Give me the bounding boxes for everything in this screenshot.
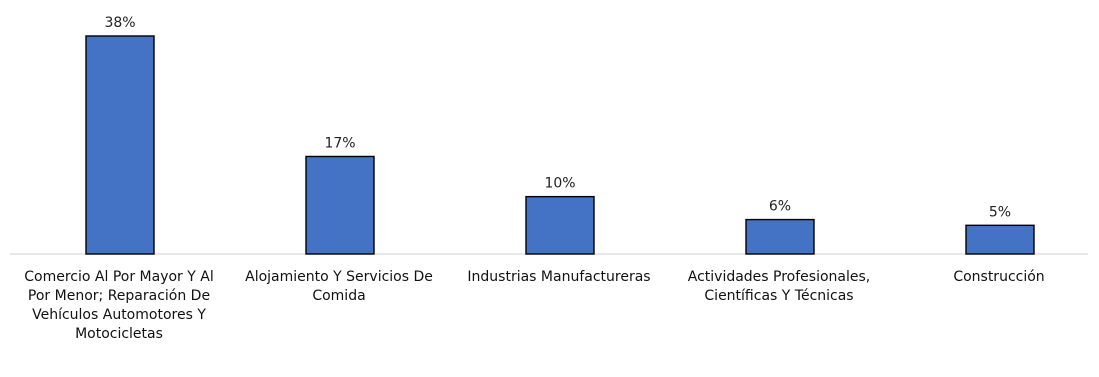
bar-3	[525, 195, 595, 255]
bar-2	[305, 155, 375, 255]
data-label-1: 38%	[104, 15, 135, 31]
bar-1	[85, 35, 155, 255]
bar-5	[965, 224, 1035, 255]
bar-4	[745, 218, 815, 255]
data-label-5: 5%	[989, 204, 1011, 220]
category-label-comercio: Comercio Al Por Mayor Y Al Por Menor; Re…	[24, 269, 214, 342]
category-label-actividades: Actividades Profesionales, Científicas Y…	[687, 269, 871, 304]
data-label-4: 6%	[769, 199, 791, 215]
category-label-alojamiento: Alojamiento Y Servicios De Comida	[245, 269, 433, 304]
category-label-construccion: Construcción	[953, 269, 1045, 285]
data-labels: 38% 17% 10% 6% 5%	[104, 15, 1011, 220]
data-label-3: 10%	[544, 176, 575, 192]
category-label-industrias: Industrias Manufactureras	[467, 269, 651, 285]
bars	[85, 35, 1035, 255]
data-label-2: 17%	[324, 135, 355, 151]
